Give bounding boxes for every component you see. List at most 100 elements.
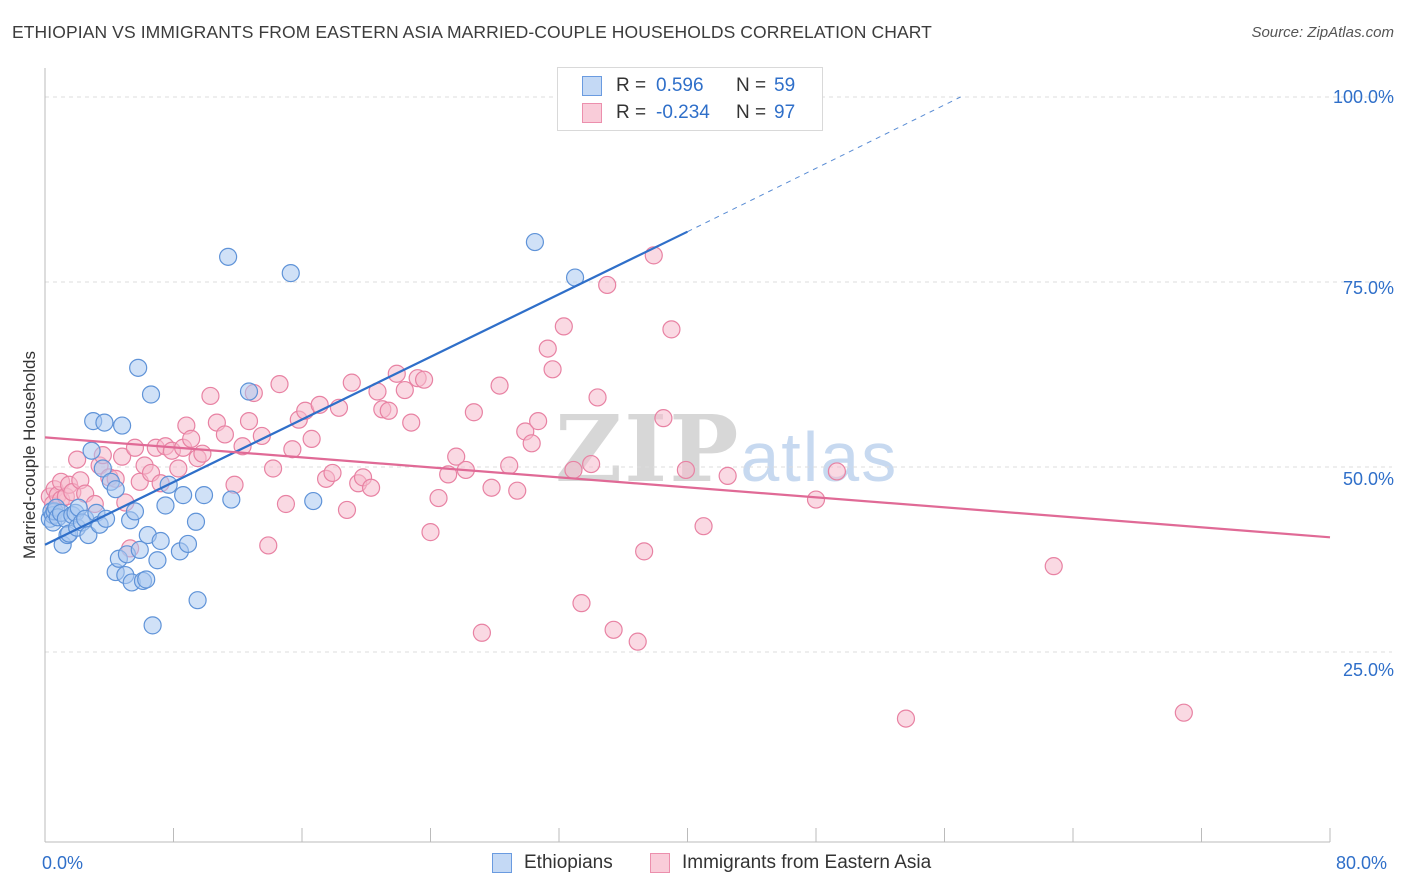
data-point-immigrants-eastern-asia	[598, 275, 617, 295]
data-point-immigrants-eastern-asia	[564, 460, 583, 480]
data-point-immigrants-eastern-asia	[68, 450, 87, 469]
legend-item-immigrants: Immigrants from Eastern Asia	[650, 852, 931, 874]
stats-legend: R = 0.596 N = 59 R = -0.234 N = 97	[557, 67, 823, 131]
data-point-immigrants-eastern-asia	[635, 542, 654, 561]
data-point-ethiopians	[148, 551, 167, 570]
data-point-ethiopians	[125, 502, 145, 521]
data-point-immigrants-eastern-asia	[193, 444, 212, 463]
data-point-immigrants-eastern-asia	[302, 429, 321, 448]
data-point-immigrants-eastern-asia	[225, 475, 244, 494]
data-point-ethiopians	[95, 413, 114, 432]
data-point-immigrants-eastern-asia	[628, 632, 647, 651]
data-point-immigrants-eastern-asia	[522, 434, 541, 453]
data-point-immigrants-eastern-asia	[482, 478, 501, 497]
data-point-immigrants-eastern-asia	[263, 459, 283, 478]
data-point-immigrants-eastern-asia	[1044, 557, 1063, 576]
legend-item-ethiopians: Ethiopians	[492, 852, 613, 874]
legend-row-ethiopians: R = 0.596 N = 59	[582, 74, 795, 98]
data-point-ethiopians	[112, 416, 132, 435]
data-point-ethiopians	[304, 491, 323, 511]
legend-n-value: 59	[774, 75, 796, 96]
y-tick-label-75: 75.0%	[1342, 278, 1394, 298]
data-point-immigrants-eastern-asia	[429, 488, 448, 508]
data-point-immigrants-eastern-asia	[896, 709, 916, 728]
data-point-immigrants-eastern-asia	[323, 463, 342, 483]
data-point-ethiopians	[130, 540, 149, 559]
legend-n-value: 97	[774, 102, 796, 123]
axis-layer	[44, 68, 1331, 843]
data-point-immigrants-eastern-asia	[554, 317, 573, 336]
data-point-immigrants-eastern-asia	[806, 490, 826, 509]
data-point-ethiopians	[129, 358, 148, 377]
data-point-immigrants-eastern-asia	[125, 438, 145, 457]
data-point-ethiopians	[222, 490, 241, 509]
legend-swatch-pink	[582, 103, 602, 123]
data-point-immigrants-eastern-asia	[588, 388, 607, 407]
legend-r-value: -0.234	[656, 102, 710, 123]
data-point-immigrants-eastern-asia	[604, 620, 623, 639]
data-point-ethiopians	[186, 512, 206, 531]
data-point-immigrants-eastern-asia	[270, 375, 289, 394]
data-point-immigrants-eastern-asia	[112, 447, 132, 466]
data-point-immigrants-eastern-asia	[283, 440, 302, 459]
data-point-immigrants-eastern-asia	[337, 500, 357, 520]
data-point-immigrants-eastern-asia	[644, 246, 663, 265]
data-point-immigrants-eastern-asia	[582, 454, 601, 474]
data-point-immigrants-eastern-asia	[276, 494, 296, 514]
data-point-ethiopians	[141, 385, 161, 404]
data-point-immigrants-eastern-asia	[447, 447, 466, 466]
data-point-immigrants-eastern-asia	[421, 523, 440, 542]
y-tick-label-25: 25.0%	[1342, 660, 1394, 680]
y-tick-label-100: 100.0%	[1332, 87, 1394, 107]
data-point-ethiopians	[239, 382, 259, 401]
legend-swatch-blue	[492, 853, 512, 873]
data-point-immigrants-eastern-asia	[215, 425, 234, 444]
legend-swatch-pink	[650, 853, 670, 873]
legend-n-label: N =	[736, 75, 767, 96]
data-point-immigrants-eastern-asia	[490, 376, 509, 395]
data-point-ethiopians	[178, 534, 198, 554]
data-point-immigrants-eastern-asia	[654, 409, 673, 428]
source-label: Source: ZipAtlas.com	[1251, 24, 1394, 41]
data-point-immigrants-eastern-asia	[395, 380, 414, 400]
legend-r-label: R =	[616, 75, 647, 96]
data-point-immigrants-eastern-asia	[543, 360, 562, 379]
legend-r-label: R =	[616, 102, 647, 123]
series-legend: Ethiopians Immigrants from Eastern Asia	[0, 852, 1406, 878]
chart-title: ETHIOPIAN VS IMMIGRANTS FROM EASTERN ASI…	[12, 22, 932, 42]
data-point-ethiopians	[143, 616, 162, 635]
data-point-ethiopians	[194, 486, 214, 505]
data-point-immigrants-eastern-asia	[827, 462, 846, 481]
data-point-ethiopians	[174, 486, 193, 505]
legend-swatch-blue	[582, 76, 602, 96]
data-point-immigrants-eastern-asia	[342, 373, 361, 392]
data-point-immigrants-eastern-asia	[676, 460, 695, 480]
data-point-immigrants-eastern-asia	[402, 413, 421, 432]
data-point-immigrants-eastern-asia	[500, 456, 519, 475]
legend-r-value: 0.596	[656, 75, 704, 96]
data-point-ethiopians	[106, 480, 125, 499]
data-point-ethiopians	[151, 531, 170, 551]
data-point-immigrants-eastern-asia	[379, 401, 398, 420]
x-tick-label-min: 0.0%	[42, 853, 84, 873]
data-point-immigrants-eastern-asia	[662, 320, 681, 339]
data-point-ethiopians	[525, 232, 545, 252]
trendline-immigrants-eastern-asia	[44, 436, 1331, 539]
trendline-ethiopians	[44, 230, 688, 546]
data-point-immigrants-eastern-asia	[464, 403, 483, 422]
legend-label-immigrants: Immigrants from Eastern Asia	[682, 852, 932, 873]
data-point-ethiopians	[82, 441, 101, 460]
data-point-ethiopians	[79, 525, 98, 545]
data-point-immigrants-eastern-asia	[694, 517, 713, 536]
legend-label-ethiopians: Ethiopians	[524, 852, 613, 873]
data-point-ethiopians	[93, 459, 112, 478]
data-point-immigrants-eastern-asia	[538, 339, 557, 358]
data-point-immigrants-eastern-asia	[572, 594, 591, 613]
data-point-ethiopians	[188, 591, 207, 610]
data-point-immigrants-eastern-asia	[361, 478, 381, 497]
trend-layer	[44, 96, 1331, 546]
data-point-ethiopians	[156, 496, 175, 515]
data-point-immigrants-eastern-asia	[472, 623, 491, 642]
data-point-immigrants-eastern-asia	[414, 370, 434, 389]
